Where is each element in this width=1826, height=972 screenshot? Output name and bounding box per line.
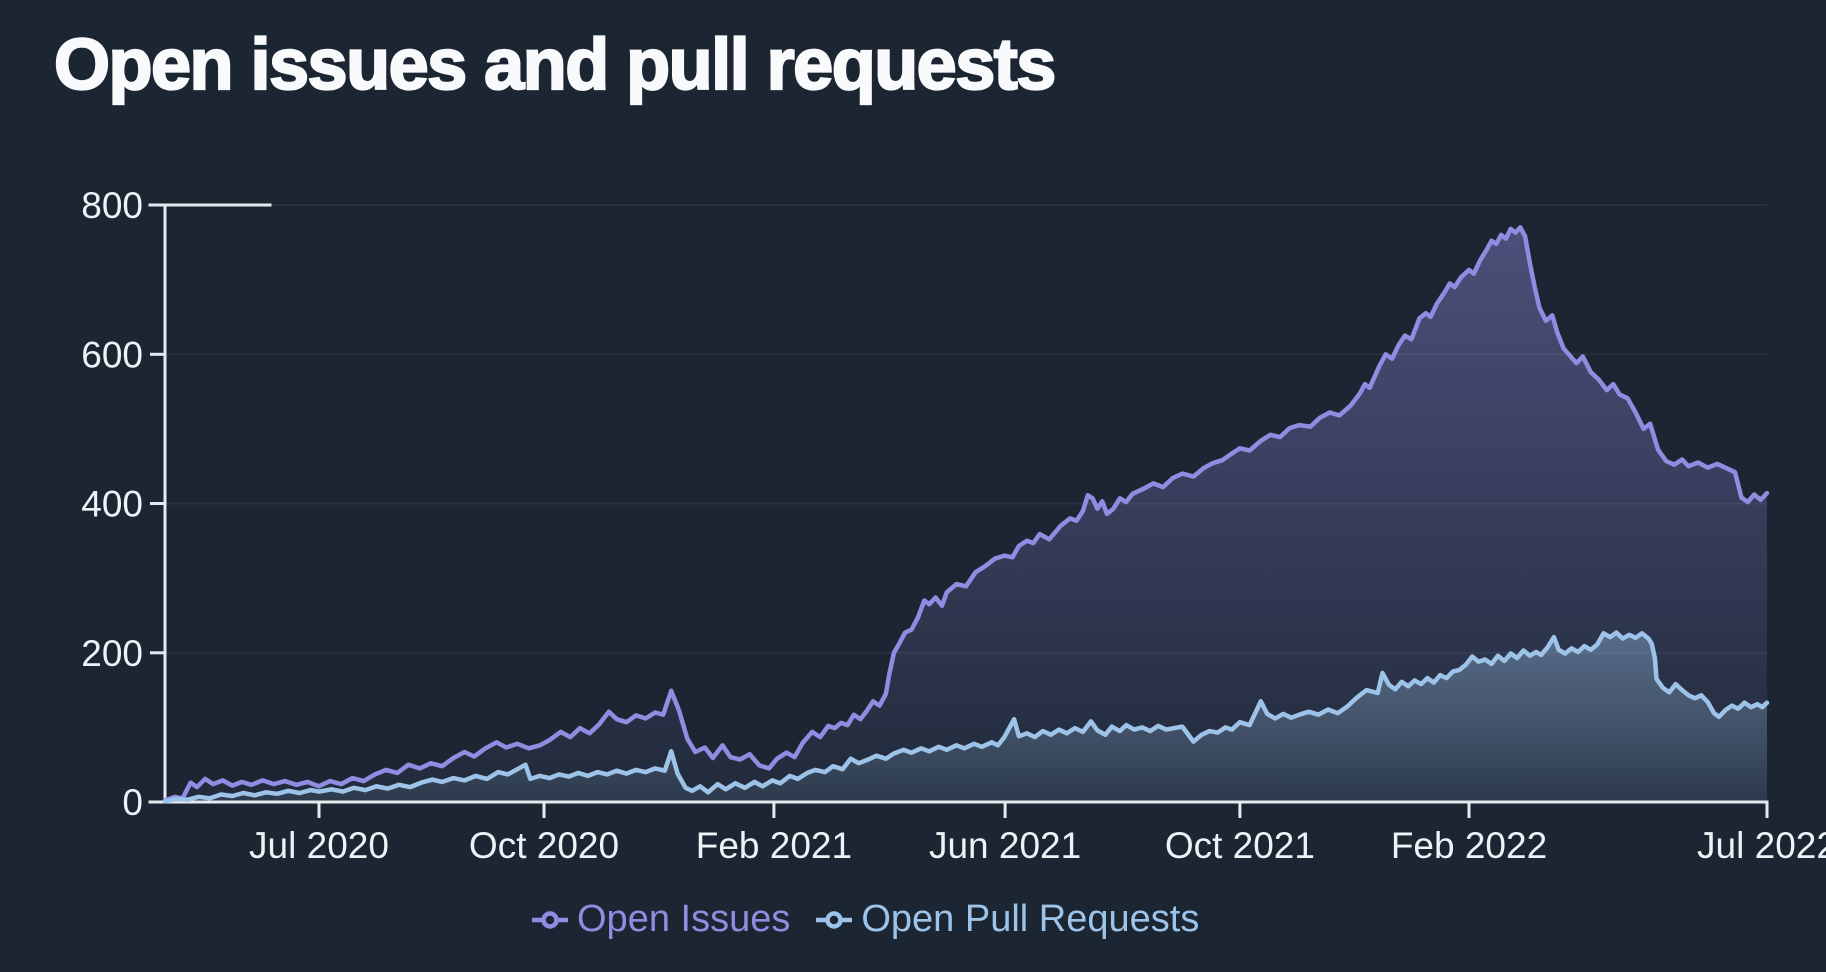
x-axis-label: Jun 2021 <box>929 825 1081 866</box>
y-axis-label-200: 200 <box>81 633 143 674</box>
y-axis-label-800: 800 <box>81 185 143 226</box>
axis-labels: 0 200 400 600 800 Jul 2020 Oct 2020 Feb 2021 Jun… <box>81 185 1826 866</box>
x-axis-label: Oct 2021 <box>1165 825 1315 866</box>
open-pull-requests-area <box>165 632 1767 802</box>
page-title: Open issues and pull requests <box>53 24 1057 106</box>
open-pull-requests-legend-marker-icon <box>816 910 853 929</box>
open-issues-area <box>165 227 1767 802</box>
x-axis-label: Feb 2021 <box>696 825 852 866</box>
y-axis-label-400: 400 <box>81 484 143 525</box>
x-axis-label: Oct 2020 <box>469 825 619 866</box>
legend-label-open-pull-requests: Open Pull Requests <box>861 898 1200 940</box>
open-issues-legend-marker-icon <box>532 910 568 929</box>
y-axis-label-600: 600 <box>81 334 143 375</box>
y-axis-label-0: 0 <box>122 782 143 823</box>
legend-item-open-issues[interactable]: Open Issues <box>532 898 790 941</box>
axes <box>148 203 1769 818</box>
legend-item-open-pull-requests[interactable]: Open Pull Requests <box>816 898 1199 941</box>
open-pull-requests-line <box>162 630 1770 804</box>
series-areas <box>165 227 1767 802</box>
legend-label-open-issues: Open Issues <box>577 898 791 940</box>
x-axis-label: Jul 2022 <box>1697 825 1826 866</box>
open-issues-line <box>162 225 1770 803</box>
legend: Open Issues Open Pull Requests <box>532 898 1199 941</box>
x-axis-label: Feb 2022 <box>1391 825 1547 866</box>
series-lines <box>162 225 1770 804</box>
x-axis-label: Jul 2020 <box>249 825 389 866</box>
